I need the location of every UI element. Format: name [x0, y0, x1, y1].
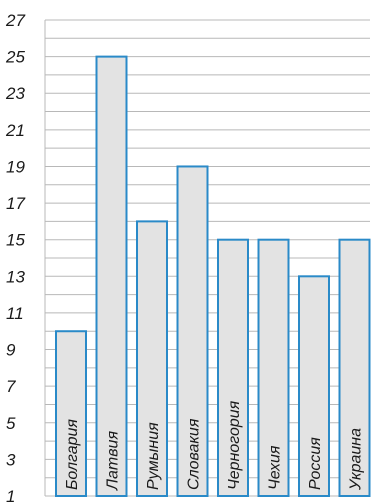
- category-label-8: Украина: [348, 428, 365, 491]
- y-tick-label-25: 25: [5, 48, 25, 67]
- bars: [55, 55, 371, 497]
- bar-5: [217, 238, 249, 497]
- y-tick-label-23: 23: [5, 84, 25, 103]
- y-tick-label-19: 19: [6, 157, 25, 176]
- category-label-3: Румыния: [145, 422, 162, 490]
- y-tick-label-5: 5: [6, 414, 16, 433]
- category-label-5: Черногория: [226, 400, 243, 490]
- y-tick-label-27: 27: [5, 11, 25, 30]
- y-tick-label-17: 17: [6, 194, 25, 213]
- bar-8: [338, 238, 371, 497]
- bar-4: [176, 165, 209, 497]
- bar-6: [257, 238, 290, 497]
- y-tick-label-3: 3: [6, 450, 16, 469]
- y-tick-label-1: 1: [6, 487, 15, 503]
- category-label-6: Чехия: [267, 445, 284, 490]
- bar-1: [55, 330, 87, 497]
- y-tick-label-21: 21: [5, 121, 25, 140]
- y-tick-label-11: 11: [6, 304, 24, 323]
- category-label-1: Болгария: [64, 419, 81, 490]
- y-tick-label-13: 13: [6, 267, 25, 286]
- y-tick-label-15: 15: [6, 231, 25, 250]
- category-label-2: Латвия: [105, 431, 122, 491]
- y-tick-label-7: 7: [6, 377, 16, 396]
- y-tick-label-9: 9: [6, 341, 16, 360]
- bar-2: [95, 55, 128, 497]
- bar-7: [298, 275, 330, 497]
- category-label-7: Россия: [307, 437, 324, 490]
- category-labels: Болгария Латвия Румыния Словакия Черногория Ч…: [64, 400, 365, 491]
- category-label-4: Словакия: [186, 418, 203, 490]
- bar-3: [136, 220, 168, 497]
